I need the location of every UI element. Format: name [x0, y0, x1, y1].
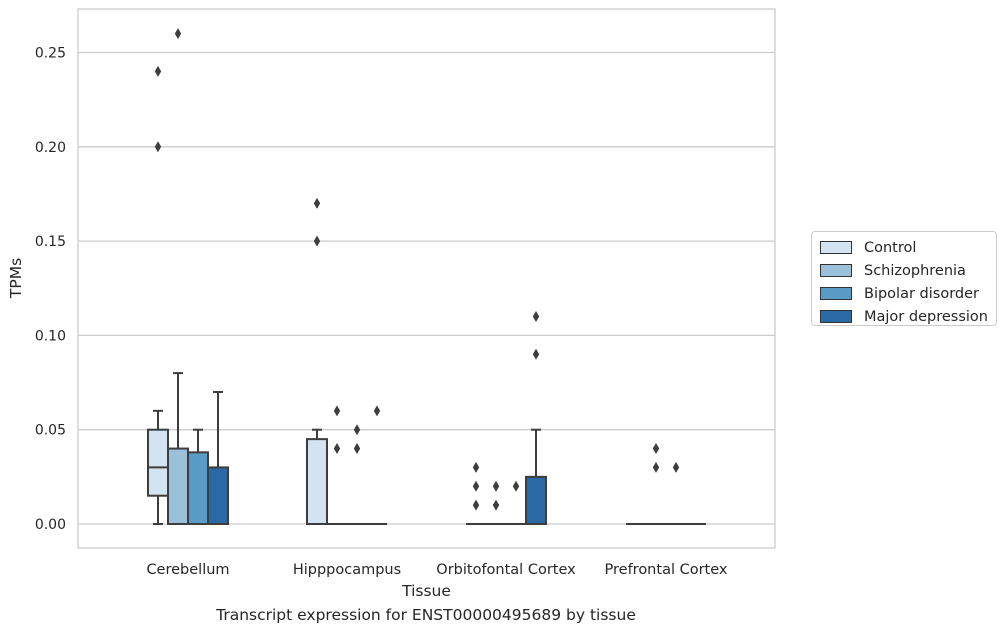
- outlier-point: [652, 443, 660, 455]
- box-control-0: [147, 65, 169, 525]
- y-tick-label: 0.05: [35, 423, 66, 439]
- outlier-point: [353, 424, 361, 436]
- box-bipolar-disorder-2: [506, 480, 526, 525]
- legend-item-bipolar-disorder: Bipolar disorder: [820, 282, 988, 305]
- outlier-point: [313, 235, 321, 247]
- y-tick-label: 0.25: [35, 46, 66, 62]
- legend-swatch-control: [820, 241, 852, 254]
- x-tick-label: Cerebellum: [146, 562, 229, 578]
- outlier-point: [672, 461, 680, 473]
- y-tick-label: 0.15: [35, 234, 66, 250]
- outlier-point: [154, 141, 162, 153]
- legend: Control Schizophrenia Bipolar disorder M…: [811, 231, 997, 326]
- y-axis-label: TPMs: [7, 258, 25, 299]
- box-bipolar-disorder-0: [187, 428, 209, 525]
- y-tick-label: 0.20: [35, 140, 66, 156]
- box-major-depression-0: [207, 390, 229, 526]
- box-body: [207, 466, 229, 526]
- outlier-point: [333, 405, 341, 417]
- box-major-depression-1: [367, 405, 387, 525]
- box-body: [525, 475, 547, 526]
- box-schizophrenia-1: [327, 405, 347, 525]
- outlier-point: [512, 480, 520, 492]
- y-tick-label: 0.10: [35, 328, 66, 344]
- legend-label-bipolar-disorder: Bipolar disorder: [864, 285, 979, 302]
- outlier-point: [652, 461, 660, 473]
- boxes: [147, 28, 706, 526]
- box-bipolar-disorder-1: [347, 424, 367, 525]
- x-tick-label: Orbitofontal Cortex: [436, 562, 576, 578]
- box-body: [167, 447, 189, 525]
- legend-item-major-depression: Major depression: [820, 305, 988, 328]
- outlier-point: [353, 443, 361, 455]
- legend-swatch-major-depression: [820, 310, 852, 323]
- box-control-2: [466, 461, 486, 525]
- outlier-point: [472, 480, 480, 492]
- y-tick-label: 0.00: [35, 517, 66, 533]
- x-axis-label: Tissue: [401, 582, 451, 600]
- legend-item-control: Control: [820, 236, 988, 259]
- box-body: [187, 451, 209, 525]
- outlier-point: [333, 443, 341, 455]
- plot-frame: [77, 8, 776, 549]
- legend-label-control: Control: [864, 239, 917, 256]
- outlier-point: [472, 461, 480, 473]
- x-tick-label: Prefrontal Cortex: [605, 562, 728, 578]
- x-tick-labels: Cerebellum Hipppocampus Orbitofontal Corte…: [146, 562, 727, 578]
- legend-swatch-schizophrenia: [820, 264, 852, 277]
- y-tick-labels: 0.00 0.05 0.10 0.15 0.20 0.25: [35, 46, 66, 534]
- outlier-point: [492, 480, 500, 492]
- box-schizophrenia-3: [646, 443, 666, 525]
- chart-caption: Transcript expression for ENST0000049568…: [216, 606, 636, 624]
- outlier-point: [154, 65, 162, 77]
- box-major-depression-2: [525, 311, 547, 526]
- box-body: [306, 438, 328, 526]
- box-schizophrenia-2: [486, 480, 506, 525]
- outlier-point: [532, 311, 540, 323]
- outlier-point: [532, 348, 540, 360]
- legend-swatch-bipolar-disorder: [820, 287, 852, 300]
- box-bipolar-disorder-3: [666, 461, 686, 525]
- box-body: [147, 428, 169, 497]
- legend-label-schizophrenia: Schizophrenia: [864, 262, 966, 279]
- outlier-point: [174, 28, 182, 40]
- outlier-point: [472, 499, 480, 511]
- x-tick-label: Hipppocampus: [293, 562, 401, 578]
- box-schizophrenia-0: [167, 28, 189, 525]
- box-control-1: [306, 197, 328, 526]
- outlier-point: [373, 405, 381, 417]
- legend-item-schizophrenia: Schizophrenia: [820, 259, 988, 282]
- outlier-point: [492, 499, 500, 511]
- legend-label-major-depression: Major depression: [864, 308, 988, 325]
- outlier-point: [313, 197, 321, 209]
